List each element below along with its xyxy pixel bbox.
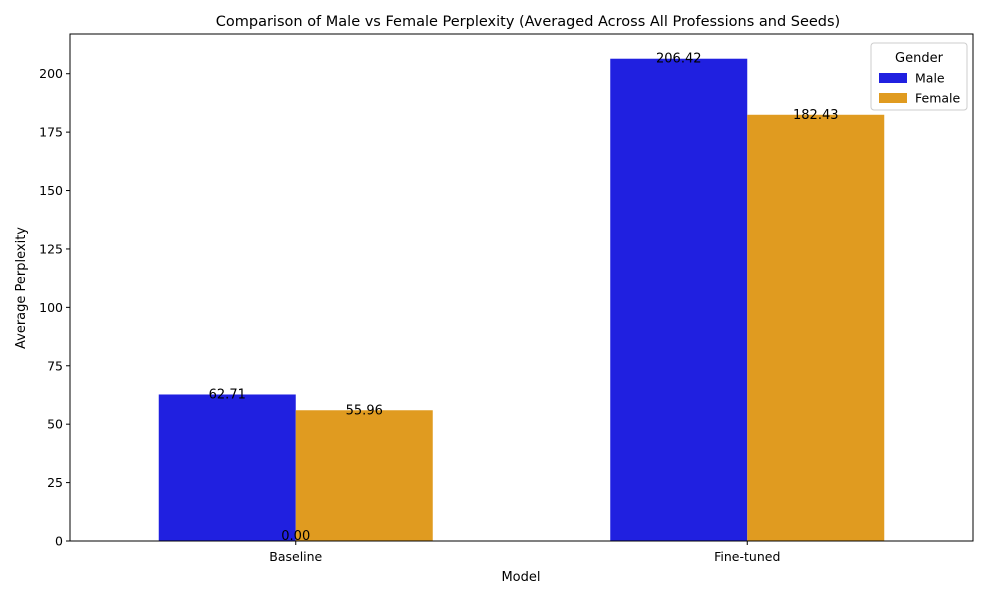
y-tick-label: 50 [47,417,63,432]
legend: Gender Male Female [870,42,968,111]
legend-label-male: Male [915,71,945,86]
legend-swatch-male [879,73,907,83]
bar-female-baseline [295,410,433,541]
bar-male-fine-tuned [610,58,748,541]
bar-labels: 62.71 206.42 55.96 182.43 0.00 [209,52,839,544]
x-tick-label: Fine-tuned [714,549,780,564]
y-tick-label: 25 [47,475,63,490]
data-label: 182.43 [793,108,839,123]
y-tick-label: 125 [39,241,63,256]
y-tick-label: 175 [39,125,63,140]
x-tick-label: Baseline [269,549,322,564]
y-tick-label: 150 [39,183,63,198]
y-tick-label: 100 [39,300,63,315]
legend-label-female: Female [915,91,961,106]
y-axis: 0 25 50 75 100 125 150 175 200 [39,66,70,549]
y-tick-label: 0 [55,534,63,549]
legend-title: Gender [895,51,944,66]
data-label: 0.00 [281,529,310,544]
data-label: 62.71 [209,387,246,402]
x-axis: Baseline Fine-tuned [269,541,780,564]
x-axis-label: Model [501,570,540,585]
legend-swatch-female [879,93,907,103]
bar-male-baseline [158,394,296,541]
legend-items: Male Female [879,71,961,106]
plot-frame [69,33,974,542]
bars [158,58,885,542]
chart-title: Comparison of Male vs Female Perplexity … [216,14,840,30]
bar-female-fine-tuned [747,114,885,542]
y-tick-label: 75 [47,358,63,373]
y-axis-label: Average Perplexity [14,227,29,349]
data-label: 55.96 [346,403,383,418]
data-label: 206.42 [656,52,702,67]
y-tick-label: 200 [39,66,63,81]
